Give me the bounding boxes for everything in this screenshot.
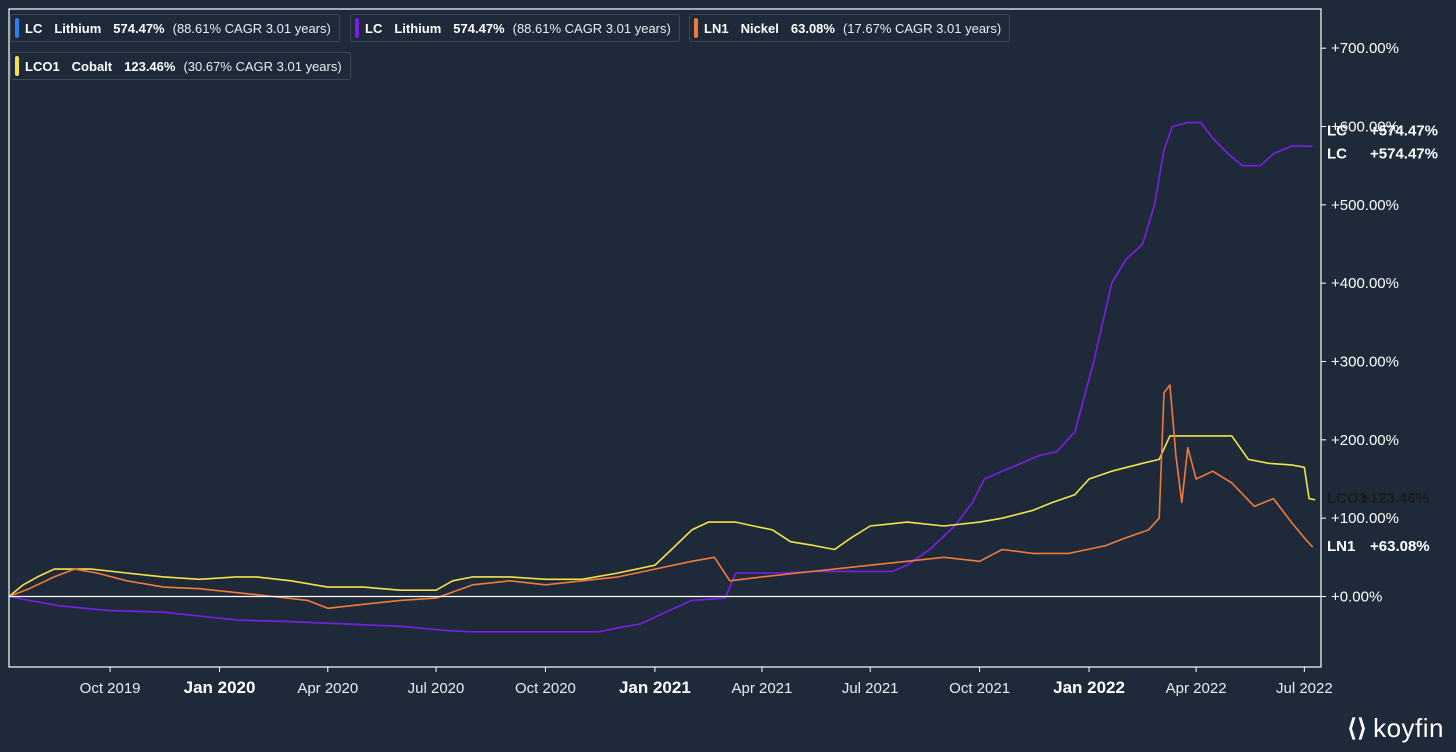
last-value-ticker: LCO1 <box>1327 490 1367 507</box>
last-value-label-lc: LC +574.47% <box>1327 122 1438 139</box>
y-tick-label: +600.00% <box>1331 119 1399 136</box>
legend-cagr: (17.67% CAGR 3.01 years) <box>842 20 1002 36</box>
plot-border <box>8 8 1322 668</box>
legend-ticker: LC <box>365 20 383 36</box>
legend-percent: 574.47% <box>113 20 165 36</box>
y-tick-label: +500.00% <box>1331 197 1399 214</box>
legend-item-lco1[interactable]: LCO1 Cobalt 123.46% (30.67% CAGR 3.01 ye… <box>10 52 351 80</box>
x-tick-label: Jul 2021 <box>842 680 899 697</box>
x-tick-label: Oct 2019 <box>80 680 141 697</box>
last-value-number: +574.47% <box>1370 145 1438 162</box>
legend-cagr: (30.67% CAGR 3.01 years) <box>183 58 342 74</box>
series-line-lco1-cobalt[interactable] <box>8 435 1316 598</box>
legend-cagr: (88.61% CAGR 3.01 years) <box>512 20 671 36</box>
series-line-lc-lithium[interactable] <box>8 121 1313 633</box>
series-line-ln1-nickel[interactable] <box>8 384 1314 610</box>
plot-background <box>9 9 1321 667</box>
legend-item-lc-blue[interactable]: LC Lithium 574.47% (88.61% CAGR 3.01 yea… <box>10 14 340 42</box>
series-color-swatch <box>15 56 19 76</box>
y-tick-label: +300.00% <box>1331 354 1399 371</box>
x-tick-label: Jan 2021 <box>619 678 691 697</box>
legend-name: Lithium <box>394 20 442 36</box>
y-tick-label: +0.00% <box>1331 589 1382 606</box>
series-layer <box>8 121 1316 633</box>
x-tick-label: Jul 2022 <box>1276 680 1333 697</box>
x-tick-label: Jan 2020 <box>184 678 256 697</box>
legend-item-ln1[interactable]: LN1 Nickel 63.08% (17.67% CAGR 3.01 year… <box>689 14 1011 42</box>
legend-name: Cobalt <box>71 58 113 74</box>
last-value-ticker: LC <box>1327 145 1347 162</box>
last-value-number: +574.47% <box>1370 122 1438 139</box>
last-value-labels: LC +574.47% LC +574.47% LCO1+123.46% LN1 +63.0… <box>1327 122 1438 555</box>
legend-percent: 574.47% <box>453 20 505 36</box>
series-color-swatch <box>355 18 359 38</box>
last-value-number: +63.08% <box>1370 538 1430 555</box>
x-tick-label: Oct 2021 <box>949 680 1010 697</box>
legend-item-lc-purple[interactable]: LC Lithium 574.47% (88.61% CAGR 3.01 yea… <box>350 14 680 42</box>
x-tick-label: Apr 2020 <box>297 680 358 697</box>
last-value-number: +123.46% <box>1361 490 1429 507</box>
last-value-ticker: LC <box>1327 122 1347 139</box>
legend-name: Nickel <box>740 20 779 36</box>
koyfin-logo-icon: ⟨⟩ <box>1347 715 1368 742</box>
y-tick-label: +700.00% <box>1331 40 1399 57</box>
x-tick-label: Jan 2022 <box>1053 678 1125 697</box>
x-axis: Oct 2019 Jan 2020 Apr 2020 Jul 2020 Oct 2020… <box>80 667 1333 697</box>
legend-ticker: LC <box>25 20 43 36</box>
y-tick-label: +400.00% <box>1331 275 1399 292</box>
y-tick-label: +100.00% <box>1331 510 1399 527</box>
series-color-swatch <box>694 18 698 38</box>
legend-percent: 123.46% <box>124 58 176 74</box>
koyfin-logo-text: koyfin <box>1373 713 1444 743</box>
legend-percent: 63.08% <box>790 20 835 36</box>
x-tick-label: Jul 2020 <box>408 680 465 697</box>
last-value-label-ln1: LN1 +63.08% <box>1327 538 1430 555</box>
x-tick-label: Apr 2021 <box>731 680 792 697</box>
series-color-swatch <box>15 18 19 38</box>
x-tick-label: Oct 2020 <box>515 680 576 697</box>
last-value-label-lco1: LCO1+123.46% <box>1327 490 1429 507</box>
last-value-label-lc: LC +574.47% <box>1327 145 1438 162</box>
x-tick-label: Apr 2022 <box>1166 680 1227 697</box>
legend-cagr: (88.61% CAGR 3.01 years) <box>172 20 331 36</box>
koyfin-logo: ⟨⟩ koyfin <box>1347 713 1444 744</box>
y-tick-label: +200.00% <box>1331 432 1399 449</box>
legend-ticker: LCO1 <box>25 58 60 74</box>
legend-name: Lithium <box>54 20 102 36</box>
last-value-ticker: LN1 <box>1327 538 1355 555</box>
y-axis: +0.00% +100.00% +200.00% +300.00% +400.00% +5… <box>1321 40 1399 606</box>
legend-ticker: LN1 <box>704 20 729 36</box>
